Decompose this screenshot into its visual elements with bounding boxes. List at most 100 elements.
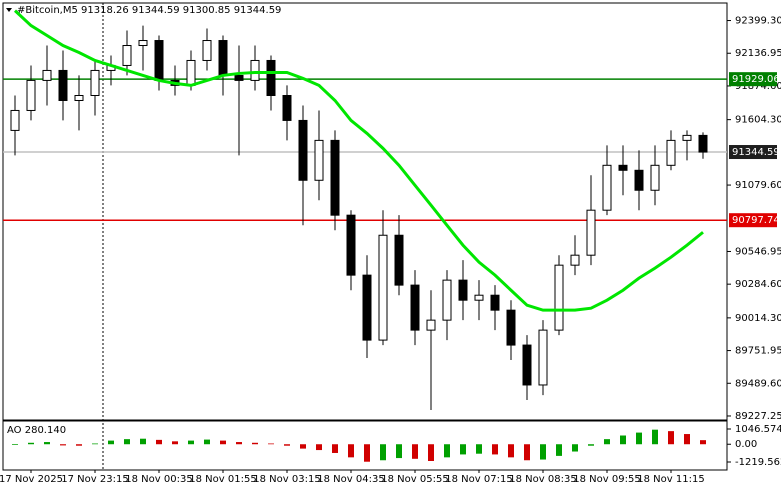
- candle-body: [202, 40, 212, 61]
- ao-bar: [572, 444, 578, 452]
- candle-body: [474, 294, 484, 301]
- ao-bar: [364, 444, 370, 462]
- candle-body: [426, 319, 436, 331]
- ao-bar: [460, 444, 466, 455]
- price-label: 91344.59: [732, 147, 780, 158]
- candle-body: [10, 109, 20, 131]
- x-tick-label: 18 Nov 04:35: [317, 474, 384, 485]
- price-label-box: [729, 72, 777, 87]
- candle-body: [298, 119, 308, 181]
- candle-body: [58, 69, 68, 101]
- candle-body: [218, 40, 228, 76]
- ao-bar: [76, 444, 82, 446]
- ao-bar: [172, 441, 178, 445]
- candle-body: [634, 169, 644, 191]
- y-tick-label: 89227.25: [735, 411, 781, 422]
- ao-bar: [188, 440, 194, 445]
- candle-body: [490, 294, 500, 311]
- ao-bar: [348, 444, 354, 458]
- ao-bar: [44, 442, 50, 445]
- candle-body: [314, 139, 324, 181]
- ao-bar: [540, 444, 546, 460]
- chart-title: #Bitcoin,M5 91318.26 91344.59 91300.85 9…: [17, 5, 281, 16]
- ao-bar: [156, 439, 162, 445]
- ao-bar: [492, 444, 498, 455]
- ao-bar: [140, 438, 146, 445]
- y-tick-label: -1219.562: [735, 457, 781, 468]
- candle-body: [442, 279, 452, 321]
- candle-body: [186, 59, 196, 86]
- candle-body: [650, 164, 660, 191]
- x-tick-label: 18 Nov 00:35: [125, 474, 192, 485]
- candle-body: [154, 40, 164, 81]
- ao-bar: [428, 444, 434, 461]
- ao-bar: [556, 444, 562, 456]
- candle-body: [234, 74, 244, 81]
- ao-bar: [204, 439, 210, 445]
- y-tick-label: 91079.60: [735, 180, 781, 191]
- x-tick-label: 18 Nov 08:35: [509, 474, 576, 485]
- y-tick-label: 90546.95: [735, 246, 781, 257]
- ao-bar: [124, 439, 130, 445]
- candle-body: [698, 134, 708, 153]
- ao-bar: [668, 431, 674, 445]
- candle-body: [394, 234, 404, 286]
- price-label-box: [729, 213, 777, 228]
- x-tick-label: 17 Nov 2025: [0, 474, 63, 485]
- ao-bar: [700, 440, 706, 445]
- ao-bar: [12, 444, 18, 445]
- ao-bar: [108, 440, 114, 445]
- y-tick-label: 92136.95: [735, 48, 781, 59]
- candle-body: [122, 45, 132, 66]
- y-tick-label: 89751.95: [735, 346, 781, 357]
- ao-bar: [380, 444, 386, 461]
- ao-bar: [332, 444, 338, 453]
- candle-body: [410, 284, 420, 331]
- ao-title: AO 280.140: [7, 425, 66, 436]
- ao-bar: [396, 444, 402, 459]
- candle-body: [538, 329, 548, 386]
- x-tick-label: 18 Nov 09:55: [573, 474, 640, 485]
- candle-body: [42, 69, 52, 81]
- ao-bar: [476, 444, 482, 454]
- candle-body: [250, 59, 260, 81]
- ao-bar: [588, 444, 594, 446]
- ao-bar: [252, 442, 258, 445]
- ao-bar: [28, 442, 34, 445]
- candle-body: [522, 344, 532, 386]
- y-tick-label: 0.00: [735, 439, 757, 450]
- y-tick-label: 92399.30: [735, 16, 781, 27]
- candle-body: [506, 309, 516, 346]
- candle-body: [138, 40, 148, 47]
- ao-bar: [652, 429, 658, 445]
- candle-body: [602, 164, 612, 211]
- moving-average: [13, 9, 704, 312]
- ao-bar: [92, 443, 98, 445]
- candle-body: [282, 95, 292, 121]
- candle-body: [26, 79, 36, 111]
- ao-bar: [316, 444, 322, 451]
- ao-bar: [636, 432, 642, 445]
- price-label: 90797.74: [732, 215, 780, 226]
- price-label-box: [729, 145, 777, 160]
- candle-body: [586, 209, 596, 256]
- ao-bar: [412, 444, 418, 459]
- candle-body: [570, 254, 580, 266]
- ao-bar: [524, 444, 530, 461]
- y-tick-label: 90014.30: [735, 313, 781, 324]
- candle-body: [682, 134, 692, 141]
- x-tick-label: 18 Nov 07:15: [445, 474, 512, 485]
- candle-body: [90, 69, 100, 97]
- menu-triangle: [6, 8, 12, 12]
- y-tick-label: 91874.60: [735, 81, 781, 92]
- candle-body: [330, 139, 340, 216]
- x-tick-label: 18 Nov 01:55: [189, 474, 256, 485]
- y-tick-label: 90284.60: [735, 279, 781, 290]
- ao-bar: [284, 444, 290, 446]
- candle-body: [362, 274, 372, 341]
- x-tick-label: 18 Nov 03:15: [253, 474, 320, 485]
- x-tick-label: 17 Nov 23:15: [61, 474, 128, 485]
- ao-bar: [604, 439, 610, 445]
- candle-body: [266, 59, 276, 97]
